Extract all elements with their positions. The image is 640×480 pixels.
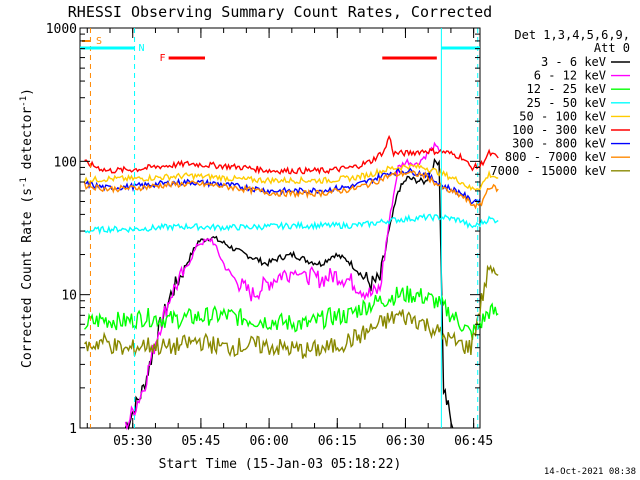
x-tick-label: 05:45 — [181, 434, 220, 449]
series-line-5 — [84, 134, 499, 175]
chart-title: RHESSI Observing Summary Count Rates, Co… — [68, 3, 492, 21]
series-line-0 — [124, 157, 454, 431]
x-tick-label: 06:30 — [386, 434, 425, 449]
y-tick-label: 10 — [61, 289, 77, 304]
plot-frame — [79, 27, 481, 429]
series-line-7 — [83, 169, 499, 210]
legend-header-2: Att 0 — [594, 41, 630, 55]
x-tick-label: 06:45 — [454, 434, 493, 449]
axes: 1 10 100 1000 05:30 05:45 06:00 06:15 06:30 06:45 — [46, 22, 494, 449]
legend-label-8: 7000 - 15000 keV — [490, 164, 606, 178]
flag-label-s: S — [96, 36, 102, 47]
legend-label-5: 100 - 300 keV — [512, 123, 606, 137]
series-line-8 — [84, 264, 499, 359]
series-line-3 — [83, 212, 499, 236]
legend-label-1: 6 - 12 keV — [534, 69, 606, 83]
legend-label-6: 300 - 800 keV — [512, 137, 606, 151]
legend-header-1: Det 1,3,4,5,6,9, — [514, 28, 630, 42]
flag-label-n: N — [139, 43, 145, 54]
y-axis-label: Corrected Count Rate (s-1 detector-1) — [19, 88, 35, 368]
data-curves — [83, 134, 499, 431]
series-line-1 — [124, 141, 440, 431]
series-line-2 — [83, 285, 499, 341]
legend-label-7: 800 - 7000 keV — [505, 150, 606, 164]
legend-label-3: 25 - 50 keV — [527, 96, 606, 110]
x-axis-label: Start Time (15-Jan-03 05:18:22) — [159, 457, 402, 472]
x-tick-label: 06:00 — [250, 434, 289, 449]
legend-label-2: 12 - 25 keV — [527, 82, 606, 96]
y-tick-label: 1000 — [46, 22, 77, 37]
flag-label-f: F — [160, 53, 166, 64]
series-line-4 — [83, 162, 499, 192]
render-timestamp: 14-Oct-2021 08:38 — [544, 467, 636, 477]
x-tick-label: 06:15 — [318, 434, 357, 449]
overlays: S N F — [80, 28, 480, 428]
y-tick-label: 100 — [54, 155, 77, 170]
y-tick-label: 1 — [69, 422, 77, 437]
legend-label-0: 3 - 6 keV — [541, 55, 606, 69]
legend-label-4: 50 - 100 keV — [519, 109, 606, 123]
x-tick-label: 05:30 — [113, 434, 152, 449]
series-line-6 — [84, 167, 481, 205]
